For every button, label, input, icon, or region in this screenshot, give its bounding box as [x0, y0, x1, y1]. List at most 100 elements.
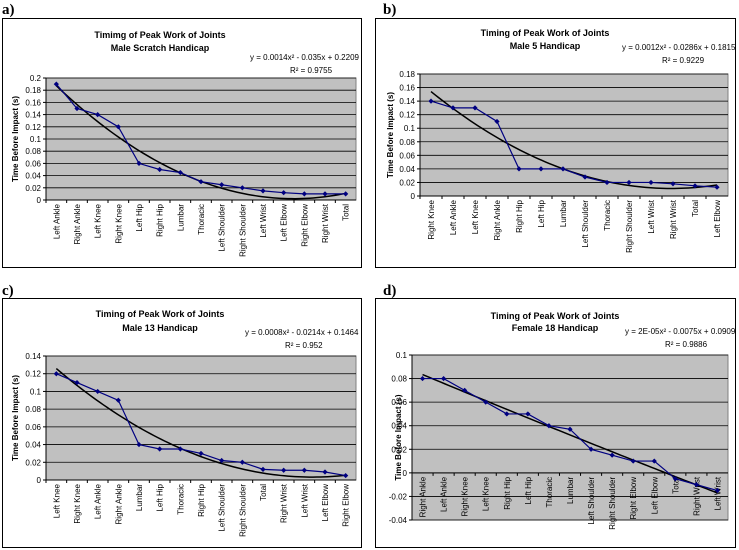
- x-tick-label: Right Elbow: [629, 477, 638, 520]
- x-tick-label: Left Shoulder: [218, 204, 227, 252]
- x-tick-label: Left Knee: [52, 483, 61, 518]
- x-tick-label: Lumbar: [176, 204, 185, 231]
- data-point: [157, 446, 163, 452]
- y-tick-label: 0: [411, 192, 416, 201]
- data-point: [301, 191, 307, 197]
- data-point: [546, 423, 552, 429]
- data-point: [281, 467, 287, 473]
- data-point: [516, 166, 522, 172]
- x-tick-label: Right Knee: [73, 483, 82, 523]
- x-tick-label: Left Wrist: [647, 199, 656, 233]
- x-tick-label: Left Hip: [135, 203, 144, 231]
- data-point: [260, 466, 266, 472]
- y-tick-label: -0.02: [389, 492, 408, 501]
- x-tick-label: Lumbar: [559, 200, 568, 227]
- x-tick-label: Left Ankle: [52, 203, 61, 239]
- y-tick-label: 0.2: [30, 74, 42, 83]
- data-point: [472, 105, 478, 111]
- y-tick-label: 0.02: [25, 458, 41, 467]
- data-point: [322, 191, 328, 197]
- x-tick-label: Right Elbow: [342, 484, 351, 527]
- y-axis-label: Time Before Impact (s): [394, 394, 403, 480]
- data-point: [177, 169, 183, 176]
- x-tick-label: Thoracic: [176, 484, 185, 515]
- data-point: [281, 190, 287, 196]
- data-point: [714, 487, 721, 494]
- x-tick-label: Total: [342, 204, 351, 221]
- y-tick-label: 0.04: [391, 422, 407, 431]
- data-point: [567, 426, 573, 432]
- x-tick-label: Right Wrist: [692, 476, 701, 516]
- data-point: [692, 183, 698, 189]
- y-tick-label: 0.12: [25, 123, 41, 132]
- y-tick-label: 0.08: [25, 405, 41, 414]
- data-point: [626, 179, 632, 186]
- y-axis-label: Time Before Impact (s): [11, 96, 20, 182]
- x-tick-label: Total: [671, 477, 680, 494]
- data-point: [136, 441, 142, 448]
- y-tick-label: 0.04: [25, 441, 41, 450]
- data-point: [219, 182, 225, 188]
- x-tick-label: Left Wrist: [713, 476, 722, 510]
- data-point: [419, 375, 426, 382]
- y-tick-label: 0.18: [25, 86, 41, 95]
- x-tick-label: Left Ankle: [449, 199, 458, 235]
- y-tick-label: 0.18: [399, 70, 415, 79]
- data-point: [462, 387, 468, 393]
- trend-equation: y = 0.0008x² - 0.0214x + 0.1464: [245, 328, 359, 337]
- x-tick-label: Left Elbow: [321, 484, 330, 522]
- data-point: [74, 379, 80, 386]
- x-tick-label: Right Ankle: [73, 203, 82, 244]
- trend-equation: y = 0.0012x² - 0.0286x + 0.1815: [622, 43, 736, 52]
- data-point: [630, 458, 636, 464]
- y-tick-label: 0: [37, 196, 42, 205]
- x-tick-label: Right Wrist: [669, 199, 678, 239]
- x-tick-label: Left Elbow: [650, 477, 659, 515]
- panel-letter-c: c): [2, 283, 14, 299]
- trend-equation: y = 2E-05x² - 0.0075x + 0.0909: [625, 327, 736, 336]
- data-point: [53, 81, 59, 87]
- x-tick-label: Left Elbow: [713, 200, 722, 238]
- y-tick-label: 0.14: [25, 352, 41, 361]
- data-point: [136, 160, 142, 166]
- plot-area: [419, 73, 729, 197]
- x-tick-label: Left Knee: [482, 476, 491, 511]
- panel-letter-a: a): [2, 2, 15, 18]
- trendline: [55, 368, 346, 478]
- y-tick-label: 0.02: [25, 184, 41, 193]
- data-point: [74, 105, 80, 112]
- x-tick-label: Total: [691, 200, 700, 217]
- x-tick-label: Left Hip: [524, 476, 533, 504]
- data-point: [714, 184, 720, 190]
- trend-r-squared: R² = 0.952: [285, 341, 323, 350]
- x-tick-label: Right Elbow: [300, 204, 309, 247]
- data-point: [494, 118, 500, 125]
- y-tick-label: 0: [37, 476, 42, 485]
- x-tick-label: Right Knee: [114, 203, 123, 243]
- data-point: [301, 467, 307, 473]
- trend-r-squared: R² = 0.9755: [290, 66, 333, 75]
- y-tick-label: 0.06: [25, 423, 41, 432]
- data-point: [343, 472, 349, 479]
- plot-area: [45, 355, 357, 481]
- data-point: [604, 179, 610, 186]
- data-point: [343, 191, 349, 197]
- y-tick-label: 0.06: [399, 151, 415, 160]
- data-point: [560, 166, 566, 172]
- y-tick-label: 0.02: [391, 445, 407, 454]
- y-axis-label: Time Before Impact (s): [11, 375, 20, 461]
- x-tick-label: Left Hip: [156, 483, 165, 511]
- y-tick-label: 0.08: [399, 138, 415, 147]
- x-tick-label: Right Shoulder: [608, 477, 617, 530]
- y-tick-label: 0.08: [391, 375, 407, 384]
- y-tick-label: 0.12: [25, 370, 41, 379]
- x-tick-label: Right Hip: [515, 199, 524, 232]
- data-point: [157, 166, 163, 173]
- data-point: [450, 105, 456, 111]
- x-tick-label: Right Hip: [156, 203, 165, 236]
- x-tick-label: Thoracic: [603, 200, 612, 231]
